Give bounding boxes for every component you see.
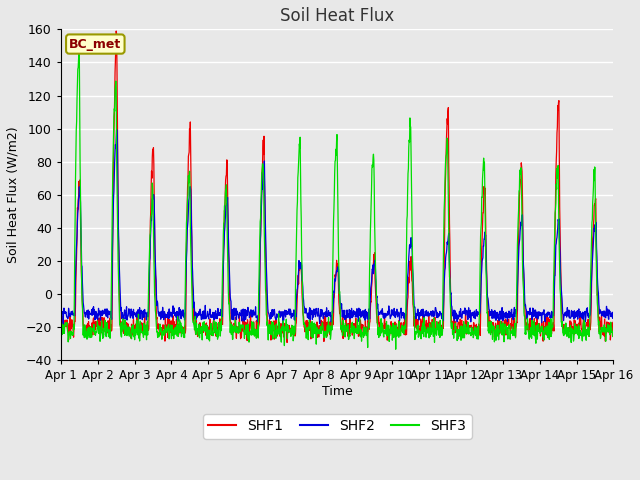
Title: Soil Heat Flux: Soil Heat Flux <box>280 7 394 25</box>
SHF1 <box>284 339 291 345</box>
SHF1 <box>180 328 188 334</box>
SHF2 <box>279 322 287 327</box>
SHF1 <box>496 330 504 336</box>
Legend: SHF1, SHF2, SHF3: SHF1, SHF2, SHF3 <box>203 414 472 439</box>
SHF2 <box>242 312 250 317</box>
SHF3 <box>545 327 552 333</box>
SHF1 <box>609 319 617 324</box>
SHF2 <box>57 311 65 316</box>
SHF3 <box>609 328 617 334</box>
SHF2 <box>545 312 552 318</box>
X-axis label: Time: Time <box>322 385 353 398</box>
SHF3 <box>496 327 504 333</box>
SHF3 <box>75 51 83 57</box>
Line: SHF2: SHF2 <box>61 130 613 324</box>
SHF2 <box>424 309 431 315</box>
Line: SHF1: SHF1 <box>61 31 613 342</box>
SHF1 <box>113 28 120 34</box>
SHF3 <box>392 347 399 352</box>
SHF3 <box>242 322 250 328</box>
SHF3 <box>57 331 65 337</box>
SHF1 <box>424 323 431 329</box>
SHF1 <box>57 316 65 322</box>
SHF3 <box>424 324 431 330</box>
SHF1 <box>167 330 175 336</box>
Text: BC_met: BC_met <box>69 37 122 50</box>
SHF2 <box>113 127 120 132</box>
Line: SHF3: SHF3 <box>61 54 613 349</box>
SHF3 <box>167 322 175 328</box>
SHF2 <box>180 311 188 317</box>
SHF2 <box>609 312 617 318</box>
SHF1 <box>242 329 250 335</box>
SHF3 <box>180 326 188 332</box>
SHF2 <box>496 309 504 314</box>
Y-axis label: Soil Heat Flux (W/m2): Soil Heat Flux (W/m2) <box>7 127 20 263</box>
SHF1 <box>545 335 552 341</box>
SHF2 <box>167 309 175 315</box>
